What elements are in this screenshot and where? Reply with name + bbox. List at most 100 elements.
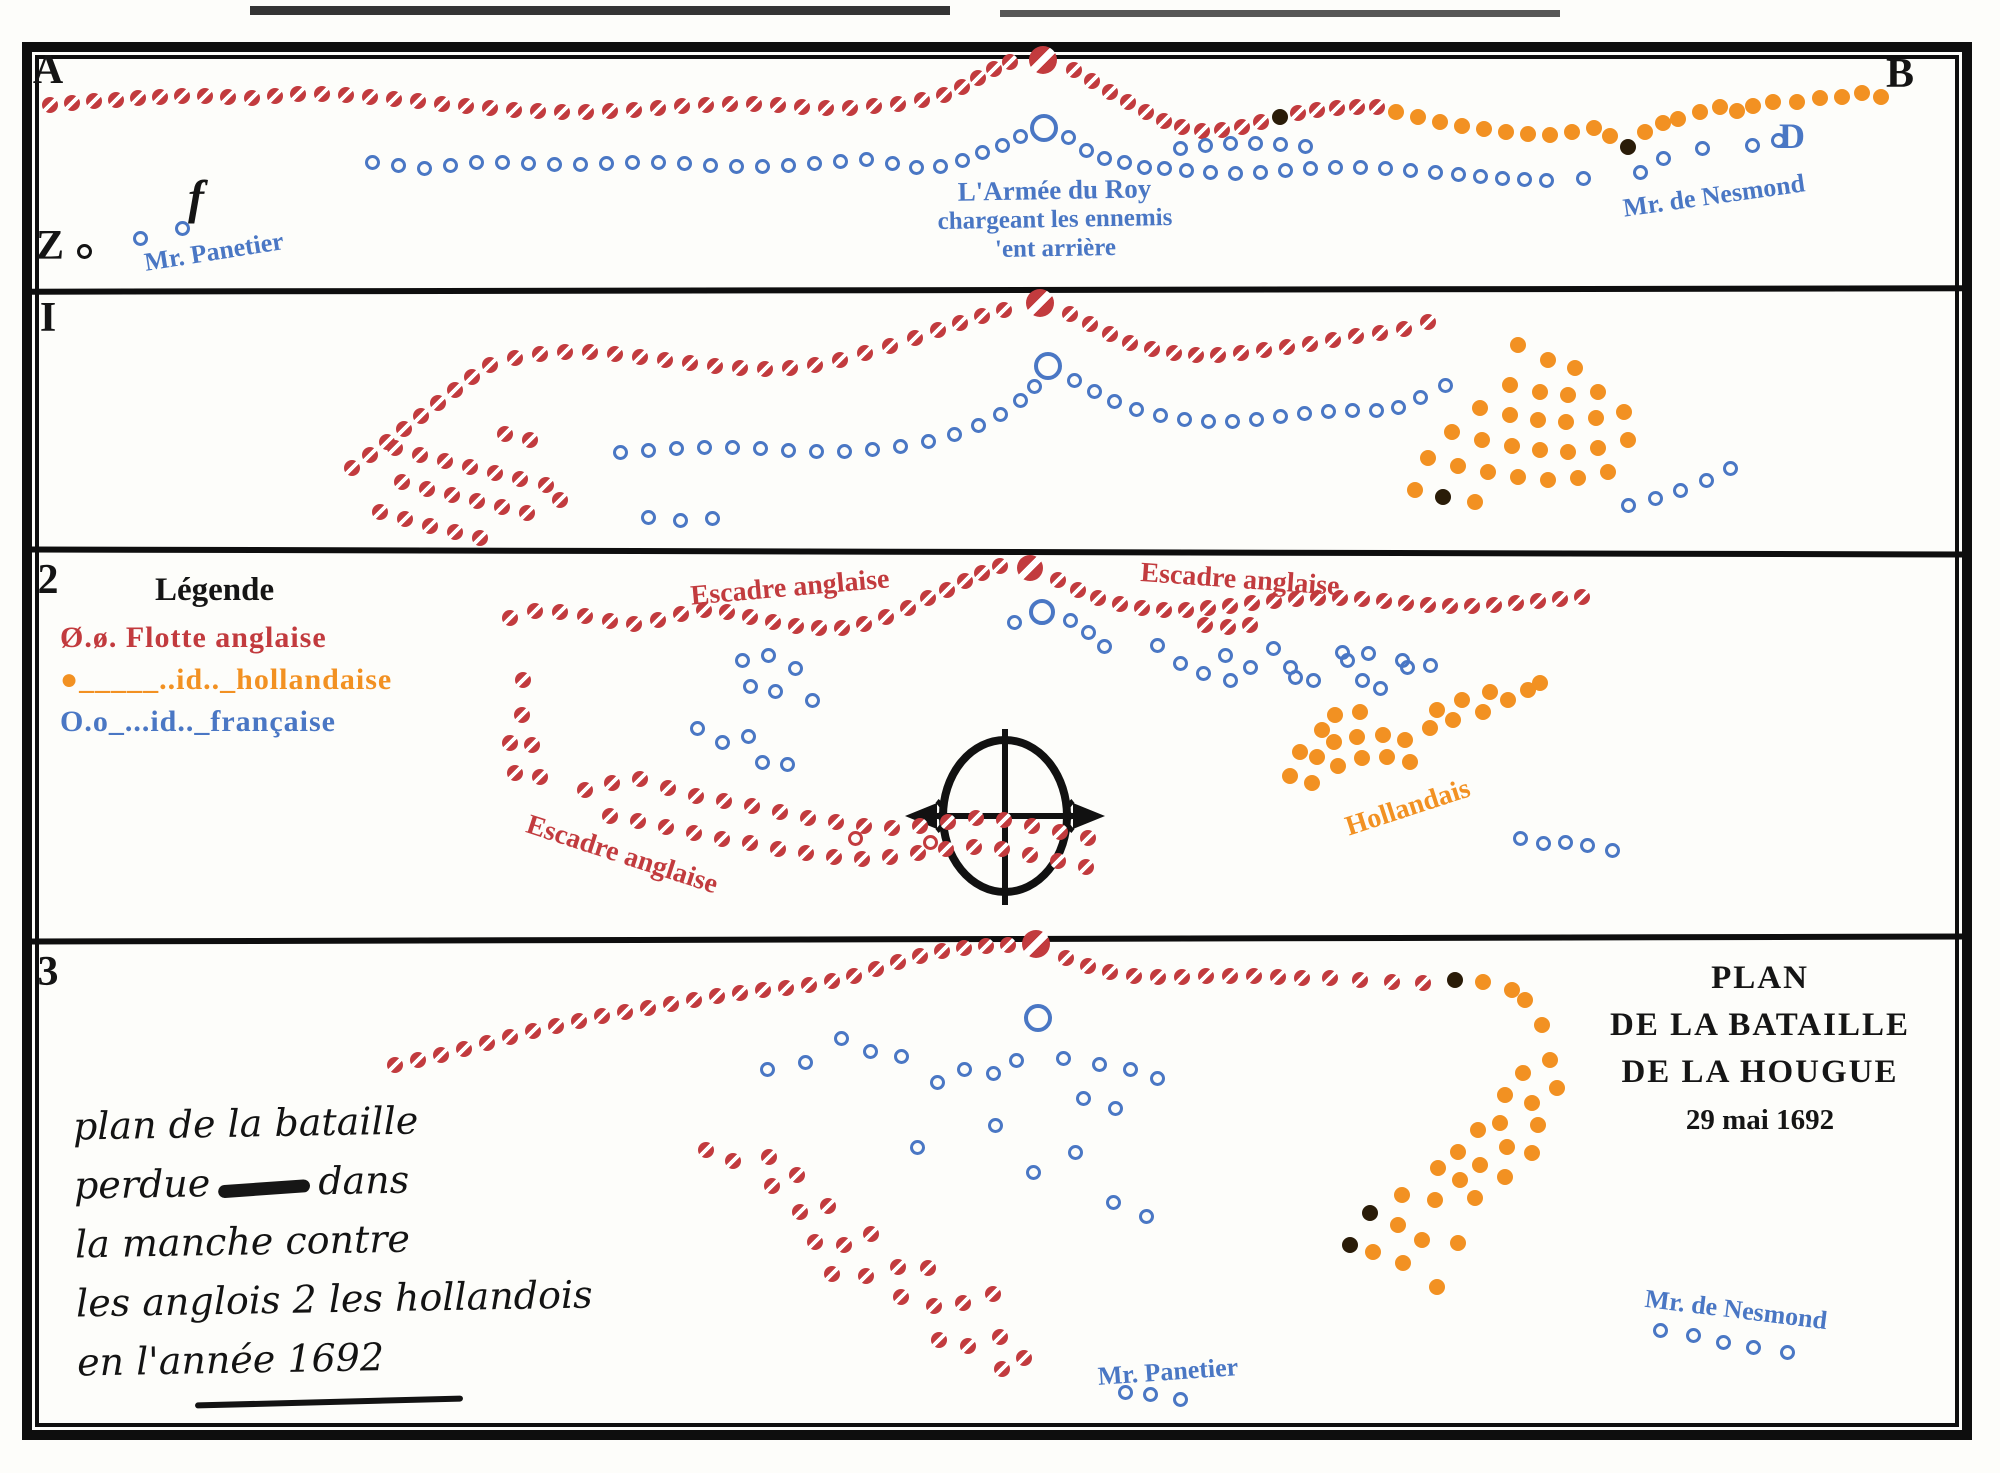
panetier-ships-3-ship-dot	[1172, 1391, 1188, 1407]
english-line-2-ship-dot	[1200, 600, 1216, 616]
english-squadron-2-ship-dot	[1052, 824, 1068, 840]
french-scatter-3-ship-dot	[1025, 1164, 1041, 1180]
english-line-2-ship-dot	[1090, 590, 1106, 606]
english-line-2-ship-dot	[765, 614, 781, 630]
french-scatter-2-ship-dot	[1287, 669, 1303, 685]
english-line-3-ship-dot	[912, 948, 928, 964]
french-scatter-2-ship-dot	[1080, 624, 1096, 640]
english-line-top-ship-dot	[554, 104, 570, 120]
english-line-top-ship-dot	[1194, 123, 1210, 139]
english-line-2-ship-dot	[900, 600, 916, 616]
english-line-2-ship-dot	[1420, 597, 1436, 613]
dutch-line-top-ship-dot	[1745, 98, 1761, 114]
french-line-top-ship-dot	[908, 159, 924, 175]
french-scatter-2-ship-dot	[1339, 652, 1355, 668]
english-squadron-3-ship-dot	[1016, 1350, 1032, 1366]
english-line-1-ship-dot	[1166, 345, 1182, 361]
english-line-3-ship-dot	[868, 961, 884, 977]
english-squadron-2-ship-dot	[577, 782, 593, 798]
english-line-2-ship-dot	[1197, 617, 1213, 633]
english-line-3-ship-dot	[479, 1035, 495, 1051]
french-line-1-ship-dot	[1066, 372, 1082, 388]
english-open-ships-2-ship-dot	[922, 834, 938, 850]
french-line-top-ship-dot	[954, 152, 970, 168]
dutch-squadron-3-ship-dot	[1427, 1192, 1443, 1208]
english-line-3-ship-dot	[824, 973, 840, 989]
english-line-top-ship-dot	[410, 93, 426, 109]
english-line-top-ship-dot	[434, 96, 450, 112]
english-line-3-ship-dot	[709, 988, 725, 1004]
english-squadron-2-ship-dot	[604, 775, 620, 791]
dutch-line-top-ship-dot	[1498, 124, 1514, 140]
dutch-squadron-2-ship-dot	[1397, 732, 1413, 748]
title-date: 29 mai 1692	[1685, 1104, 1835, 1136]
dutch-line-top-ship-dot	[1712, 99, 1728, 115]
french-line-1-ship-dot	[1224, 413, 1240, 429]
french-line-top-ship-dot	[624, 154, 640, 170]
french-trio-1-ship-dot	[672, 512, 688, 528]
dutch-squadron-3-ship-dot	[1497, 1169, 1513, 1185]
english-line-2-ship-dot	[1050, 572, 1066, 588]
dutch-squadron-1-ship-dot	[1407, 482, 1423, 498]
french-line-1-ship-dot	[640, 442, 656, 458]
english-wing-1-ship-dot	[344, 460, 360, 476]
english-line-2-ship-dot	[834, 620, 850, 636]
english-squadron-2-ship-dot	[714, 831, 730, 847]
dutch-squadron-3-ship-dot	[1497, 1087, 1513, 1103]
french-line-top-ship-dot	[1277, 162, 1293, 178]
english-line-1-ship-dot	[532, 346, 548, 362]
english-squadron-2-ship-dot	[630, 813, 646, 829]
dutch-squadron-2-ship-dot	[1445, 712, 1461, 728]
english-line-3-ship-dot	[502, 1029, 518, 1045]
english-squadron-2-ship-dot	[688, 788, 704, 804]
french-line-top-ship-dot	[1222, 135, 1238, 151]
french-scatter-2-ship-dot	[1265, 640, 1281, 656]
english-line-top-ship-dot	[482, 100, 498, 116]
dutch-squadron-3-ship-dot	[1499, 1139, 1515, 1155]
english-squadron-2-ship-dot	[882, 849, 898, 865]
french-line-1-ship-dot	[1086, 383, 1102, 399]
english-wing-1-ship-dot	[412, 447, 428, 463]
english-line-top-ship-dot	[130, 90, 146, 106]
english-line-top-ship-dot	[220, 89, 236, 105]
english-line-1-ship-dot	[882, 338, 898, 354]
english-squadron-2-ship-dot	[1078, 859, 1094, 875]
french-line-top-ship-dot	[974, 144, 990, 160]
dutch-squadron-3-ship-dot	[1492, 1115, 1508, 1131]
english-line-2-ship-dot	[856, 616, 872, 632]
english-line-top-ship-dot	[197, 88, 213, 104]
legend: Légende Ø.ø. Flotte anglaise ●_____..id.…	[60, 572, 392, 743]
english-line-top-ship-dot	[386, 91, 402, 107]
french-line-top-ship-dot	[1770, 132, 1786, 148]
english-line-2-ship-dot	[811, 620, 827, 636]
english-squadron-2-ship-dot	[996, 812, 1012, 828]
english-line-1-ship-dot	[1348, 328, 1364, 344]
dutch-squadron-2-ship-dot	[1292, 744, 1308, 760]
english-squadron-3-ship-dot	[985, 1286, 1001, 1302]
english-line-2-ship-dot	[1464, 598, 1480, 614]
english-line-top-ship-dot	[1234, 119, 1250, 135]
english-line-3-ship-dot	[755, 982, 771, 998]
english-line-3-ship-dot	[640, 1000, 656, 1016]
english-wing-1-ship-dot	[538, 477, 554, 493]
legend-symbol-dutch: ●_____	[60, 663, 160, 696]
french-scatter-3-ship-dot	[1075, 1090, 1091, 1106]
english-squadron-3-ship-dot	[836, 1237, 852, 1253]
english-squadron-3-ship-dot	[960, 1338, 976, 1354]
french-line-top-ship-dot	[1575, 170, 1591, 186]
english-wing-1-ship-dot	[362, 447, 378, 463]
map-frame	[22, 42, 1972, 1440]
french-scatter-2-ship-dot	[740, 728, 756, 744]
french-line-1-ship-dot	[1412, 389, 1428, 405]
french-flagship-top-ship-dot	[1030, 114, 1058, 142]
english-squadron-3-ship-dot	[792, 1204, 808, 1220]
english-line-1-ship-dot	[507, 350, 523, 366]
english-flagship-top-ship-dot	[1029, 46, 1057, 74]
english-squadron-2-ship-dot	[910, 845, 926, 861]
french-scatter-2-ship-dot	[689, 720, 705, 736]
french-line-top-ship-dot	[416, 160, 432, 176]
dutch-squadron-3-ship-dot	[1530, 1117, 1546, 1133]
english-squadron-3-ship-dot	[764, 1178, 780, 1194]
english-line-top-ship-dot	[338, 87, 354, 103]
french-line-top-ship-dot	[832, 153, 848, 169]
